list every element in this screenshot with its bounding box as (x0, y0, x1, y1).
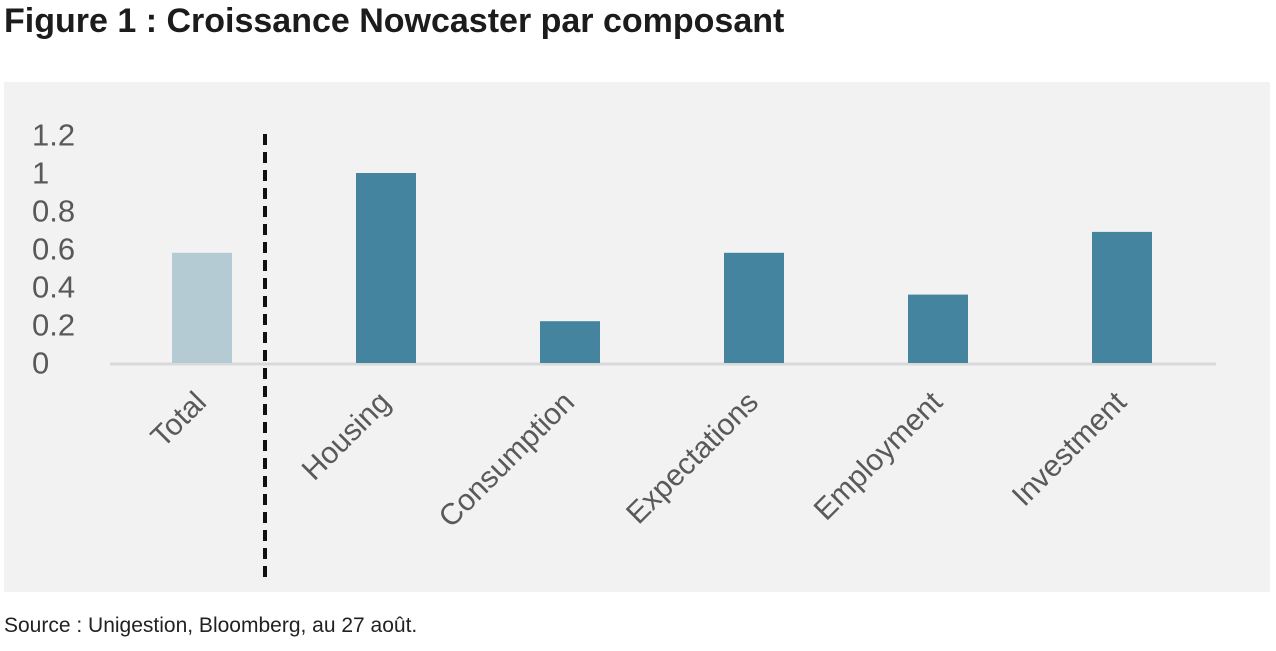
x-category-label: Expectations (620, 386, 765, 531)
y-tick-label: 0.8 (32, 194, 75, 229)
x-category-label: Housing (296, 386, 397, 487)
chart-panel: 0 0.2 0.4 0.6 0.8 1 1.2 Total Housing Consumption… (4, 82, 1270, 592)
bar-expectations (724, 252, 784, 363)
y-tick-label: 1 (32, 156, 49, 191)
x-category-label: Employment (808, 385, 950, 527)
figure-title: Figure 1 : Croissance Nowcaster par comp… (4, 2, 785, 40)
y-tick-label: 0.6 (32, 232, 75, 267)
bar-housing (356, 173, 416, 363)
bar-total (172, 252, 232, 363)
bar-investment (1092, 231, 1152, 363)
y-tick-label: 0.4 (32, 270, 75, 305)
bar-employment (908, 294, 968, 363)
x-category-label: Investment (1006, 385, 1134, 513)
bar-consumption (540, 321, 600, 363)
figure-source: Source : Unigestion, Bloomberg, au 27 ao… (4, 614, 418, 637)
y-tick-label: 1.2 (32, 118, 75, 153)
x-category-label: Consumption (433, 386, 581, 534)
x-category-label: Total (145, 386, 213, 454)
y-tick-label: 0.2 (32, 308, 75, 343)
bar-chart: 00.20.40.60.811.2 Total Housing Consumption… (32, 118, 1216, 578)
y-tick-label: 0 (32, 346, 49, 381)
